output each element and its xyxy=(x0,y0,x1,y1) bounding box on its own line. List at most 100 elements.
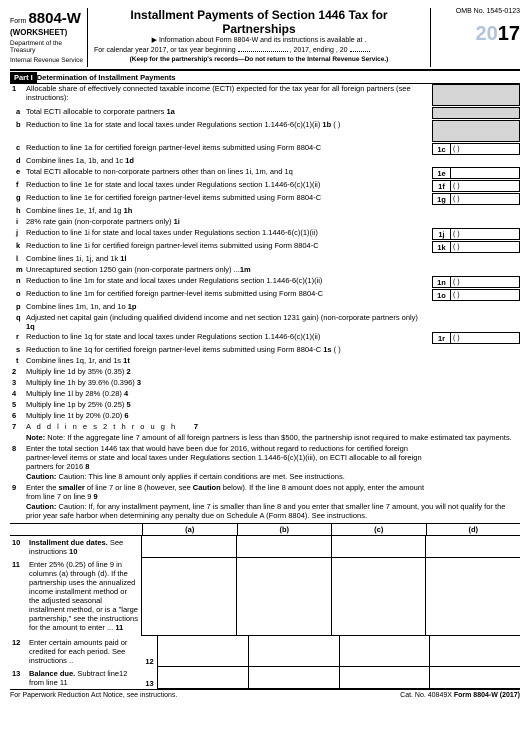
form-header: Form 8804-W (WORKSHEET) Department of th… xyxy=(10,8,520,71)
cal2: , 2017, ending , 20 xyxy=(290,47,348,54)
line-1h: Combine lines 1e, 1f, and 1g xyxy=(26,206,121,215)
line-2: Multiply line 1d by 35% (0.35) xyxy=(26,367,124,376)
line-1t-l: t xyxy=(10,356,26,365)
form-page: Form 8804-W (WORKSHEET) Department of th… xyxy=(0,0,530,708)
input-1e[interactable] xyxy=(450,167,520,179)
line-1p-l: p xyxy=(10,302,26,311)
line-1j-l: j xyxy=(10,228,26,237)
line-11-num: 11 xyxy=(10,558,26,636)
cell-11b[interactable] xyxy=(237,558,332,636)
cell-12c[interactable] xyxy=(340,636,431,667)
header-right: OMB No. 1545-0123 2017 xyxy=(430,8,520,67)
line-7: A d d l i n e s 2 t h r o u g h xyxy=(26,422,177,431)
cell-13a[interactable] xyxy=(158,667,249,689)
line-12-num: 12 xyxy=(10,636,26,667)
col-a: (a) xyxy=(142,524,237,535)
col-b: (b) xyxy=(237,524,332,535)
input-1g[interactable]: ( ) xyxy=(450,193,520,205)
box-1n: 1n xyxy=(432,276,450,288)
box-1e: 1e xyxy=(432,167,450,179)
part-title: Determination of Installment Payments xyxy=(37,73,176,82)
line-1k: Reduction to line 1i for certified forei… xyxy=(26,241,319,250)
column-headers: (a) (b) (c) (d) xyxy=(10,523,520,535)
line-9: Enter the smaller of line 7 or line 8 (h… xyxy=(26,483,424,501)
line-6: Multiply line 1t by 20% (0.20) xyxy=(26,411,122,420)
line-9-num: 9 xyxy=(10,483,26,492)
omb-number: OMB No. 1545-0123 xyxy=(437,8,520,16)
line-1d: Combine lines 1a, 1b, and 1c xyxy=(26,156,123,165)
line-1d-l: d xyxy=(10,156,26,165)
header-center: Installment Payments of Section 1446 Tax… xyxy=(88,8,430,67)
line-1m-l: m xyxy=(10,265,26,274)
input-1j[interactable]: ( ) xyxy=(450,228,520,240)
line-2-num: 2 xyxy=(10,367,26,376)
worksheet-label: (WORKSHEET) xyxy=(10,28,83,38)
line-1a: Total ECTI allocable to corporate partne… xyxy=(26,107,164,116)
line-12: Enter certain amounts paid or credited f… xyxy=(29,638,127,665)
input-1o[interactable]: ( ) xyxy=(450,289,520,301)
cell-10a[interactable] xyxy=(142,536,237,558)
input-1f[interactable]: ( ) xyxy=(450,180,520,192)
cell-11a[interactable] xyxy=(142,558,237,636)
line-1k-l: k xyxy=(10,241,26,250)
box-1o: 1o xyxy=(432,289,450,301)
cell-12a[interactable] xyxy=(158,636,249,667)
footer-cat: Cat. No. 40849X xyxy=(400,692,452,699)
line-7-note: Note: Note: If the aggregate line 7 amou… xyxy=(26,433,520,442)
cell-11c[interactable] xyxy=(332,558,427,636)
line-1l: Combine lines 1i, 1j, and 1k xyxy=(26,254,118,263)
line-1b: Reduction to line 1a for state and local… xyxy=(26,120,320,129)
cell-10c[interactable] xyxy=(332,536,427,558)
line-1a-l: a xyxy=(10,107,26,116)
cell-12b[interactable] xyxy=(249,636,340,667)
footer-form: Form 8804-W (2017) xyxy=(454,692,520,699)
box-1g: 1g xyxy=(432,193,450,205)
line-1o-l: o xyxy=(10,289,26,298)
line-1l-l: l xyxy=(10,254,26,263)
col-c: (c) xyxy=(331,524,426,535)
line-9-caution: Caution: Caution: If, for any installmen… xyxy=(26,502,520,520)
line-1g-l: g xyxy=(10,193,26,202)
irs: Internal Revenue Service xyxy=(10,57,83,65)
line-1b-l: b xyxy=(10,120,26,129)
cell-13b[interactable] xyxy=(249,667,340,689)
line-1s: Reduction to line 1q for certified forei… xyxy=(26,345,321,354)
installment-grid: 10 Installment due dates. See instructio… xyxy=(10,535,520,689)
line-1r-l: r xyxy=(10,332,26,341)
part-1-header: Part IDetermination of Installment Payme… xyxy=(10,72,520,84)
line-3-num: 3 xyxy=(10,378,26,387)
input-1k[interactable]: ( ) xyxy=(450,241,520,253)
line-1g: Reduction to line 1e for certified forei… xyxy=(26,193,321,202)
cal1: For calendar year 2017, or tax year begi… xyxy=(94,47,236,54)
footer-left: For Paperwork Reduction Act Notice, see … xyxy=(10,692,177,700)
line-1i: 28% rate gain (non-corporate partners on… xyxy=(26,217,172,226)
cell-10d[interactable] xyxy=(426,536,520,558)
line-1c-l: c xyxy=(10,143,26,152)
input-1r[interactable]: ( ) xyxy=(450,332,520,344)
cell-13c[interactable] xyxy=(340,667,431,689)
line-1c: Reduction to line 1a for certified forei… xyxy=(26,143,321,152)
input-1c[interactable]: ( ) xyxy=(450,143,520,155)
box-1f: 1f xyxy=(432,180,450,192)
line-1n: Reduction to line 1m for state and local… xyxy=(26,276,322,285)
line-1r: Reduction to line 1q for state and local… xyxy=(26,332,320,341)
cell-13d[interactable] xyxy=(430,667,520,689)
line-5: Multiply line 1p by 25% (0.25) xyxy=(26,400,124,409)
line-1e: Total ECTI allocable to non-corporate pa… xyxy=(26,167,293,176)
line-1q: Adjusted net capital gain (including qua… xyxy=(26,313,418,322)
cell-10b[interactable] xyxy=(237,536,332,558)
form-number: 8804-W xyxy=(28,10,81,27)
line-13-num: 13 xyxy=(10,667,26,689)
input-1n[interactable]: ( ) xyxy=(450,276,520,288)
footer: For Paperwork Reduction Act Notice, see … xyxy=(10,689,520,700)
line-1i-l: i xyxy=(10,217,26,226)
line-1o: Reduction to line 1m for certified forei… xyxy=(26,289,323,298)
cell-12d[interactable] xyxy=(430,636,520,667)
part-badge: Part I xyxy=(10,72,37,83)
header-left: Form 8804-W (WORKSHEET) Department of th… xyxy=(10,8,88,67)
cell-11d[interactable] xyxy=(426,558,520,636)
line-10-num: 10 xyxy=(10,536,26,558)
keep-records: (Keep for the partnership's records—Do n… xyxy=(94,56,424,64)
year-17: 17 xyxy=(498,23,520,45)
line-8-num: 8 xyxy=(10,444,26,453)
